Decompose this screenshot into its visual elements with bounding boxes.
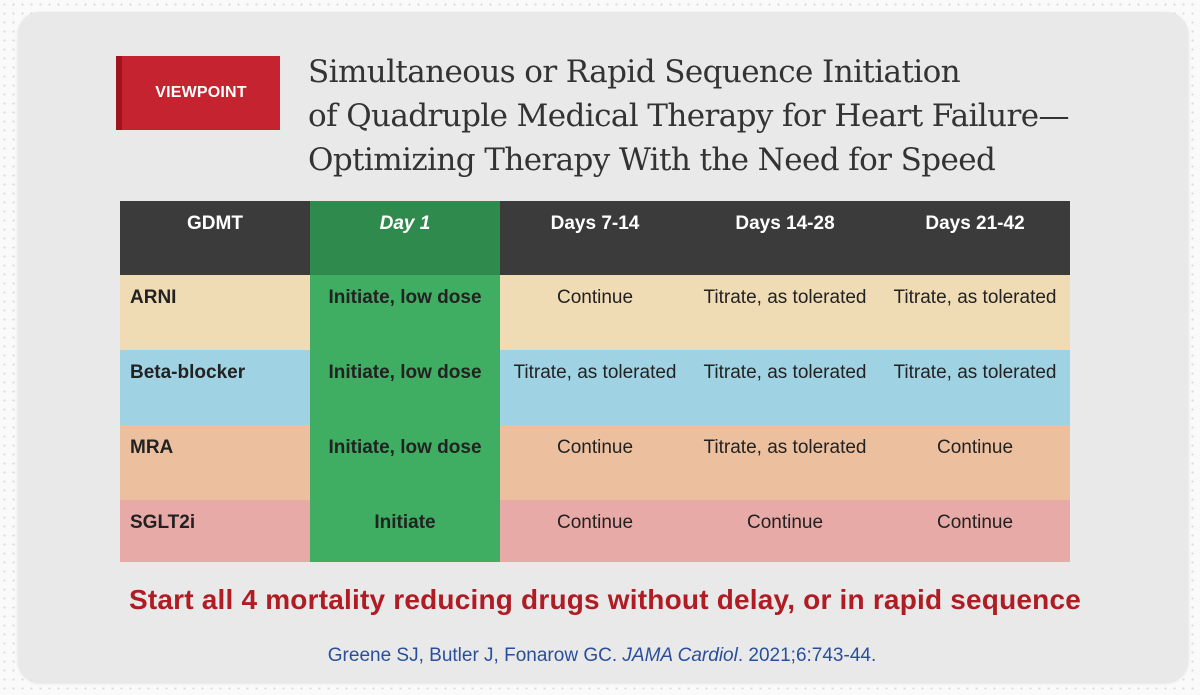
title-line: Optimizing Therapy With the Need for Spe…	[308, 142, 996, 178]
table-cell: Titrate, as tolerated	[500, 350, 690, 425]
table-cell: Titrate, as tolerated	[690, 275, 880, 350]
citation: Greene SJ, Butler J, Fonarow GC. JAMA Ca…	[0, 645, 1200, 667]
table-cell: Continue	[500, 425, 690, 500]
table-cell: Initiate	[310, 500, 500, 562]
row-label-arni: ARNI	[120, 275, 310, 350]
citation-details: . 2021;6:743-44.	[737, 645, 877, 666]
row-label-beta-blocker: Beta-blocker	[120, 350, 310, 425]
title-line: Simultaneous or Rapid Sequence Initiatio…	[308, 54, 961, 90]
header-gdmt: GDMT	[120, 201, 310, 275]
table-cell: Continue	[500, 275, 690, 350]
header-days-14-28: Days 14-28	[690, 201, 880, 275]
citation-journal: JAMA Cardiol	[622, 645, 738, 666]
citation-authors: Greene SJ, Butler J, Fonarow GC.	[327, 645, 623, 666]
table-cell: Titrate, as tolerated	[690, 425, 880, 500]
tagline: Start all 4 mortality reducing drugs wit…	[128, 584, 1082, 615]
header-days-21-42: Days 21-42	[880, 201, 1070, 275]
header-day-1: Day 1	[310, 201, 500, 275]
header-days-7-14: Days 7-14	[500, 201, 690, 275]
row-label-mra: MRA	[120, 425, 310, 500]
table-cell: Titrate, as tolerated	[690, 350, 880, 425]
table-cell: Titrate, as tolerated	[880, 350, 1070, 425]
table-cell: Continue	[880, 500, 1070, 562]
article-title: Simultaneous or Rapid Sequence Initiatio…	[308, 50, 1088, 182]
table-cell: Initiate, low dose	[310, 425, 500, 500]
table-cell: Initiate, low dose	[310, 350, 500, 425]
table-cell: Continue	[690, 500, 880, 562]
viewpoint-badge: VIEWPOINT	[116, 56, 280, 130]
gdmt-schedule-table: GDMT Day 1 Days 7-14 Days 14-28 Days 21-…	[120, 201, 1070, 562]
table-cell: Titrate, as tolerated	[880, 275, 1070, 350]
table-cell: Continue	[880, 425, 1070, 500]
table-cell: Initiate, low dose	[310, 275, 500, 350]
table-cell: Continue	[500, 500, 690, 562]
title-line: of Quadruple Medical Therapy for Heart F…	[308, 98, 1069, 134]
row-label-sglt2i: SGLT2i	[120, 500, 310, 562]
